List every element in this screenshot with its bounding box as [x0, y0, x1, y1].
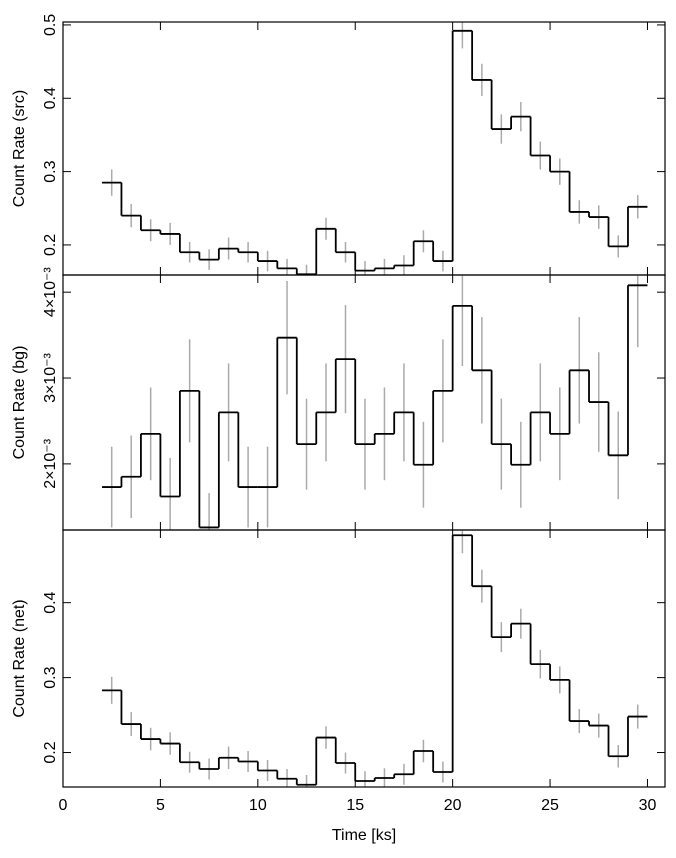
y-axis-label: Count Rate (bg): [11, 346, 28, 460]
y-tick-label: 0.2: [42, 234, 59, 256]
y-tick-label: 2×10⁻³: [42, 438, 59, 488]
x-tick-label: 0: [59, 797, 68, 814]
y-tick-label: 0.3: [42, 160, 59, 182]
y-tick-label: 4×10⁻³: [42, 267, 59, 317]
y-tick-label: 0.3: [42, 666, 59, 688]
x-tick-label: 10: [249, 797, 267, 814]
x-axis-label: Time [ks]: [332, 827, 396, 844]
y-tick-label: 0.2: [42, 741, 59, 763]
y-axis-label: Count Rate (net): [11, 599, 28, 717]
panel-frame: [62, 21, 666, 276]
y-tick-label: 0.4: [42, 591, 59, 613]
y-tick-label: 0.4: [42, 87, 59, 109]
x-tick-label: 25: [541, 797, 559, 814]
panel-frame: [62, 529, 666, 788]
y-tick-label: 3×10⁻³: [42, 352, 59, 402]
x-tick-label: 5: [156, 797, 165, 814]
y-axis-label: Count Rate (src): [11, 90, 28, 207]
x-tick-label: 15: [346, 797, 364, 814]
y-tick-label: 0.5: [42, 14, 59, 36]
panel-frame: [62, 274, 666, 531]
x-tick-label: 20: [444, 797, 462, 814]
x-tick-label: 30: [639, 797, 657, 814]
